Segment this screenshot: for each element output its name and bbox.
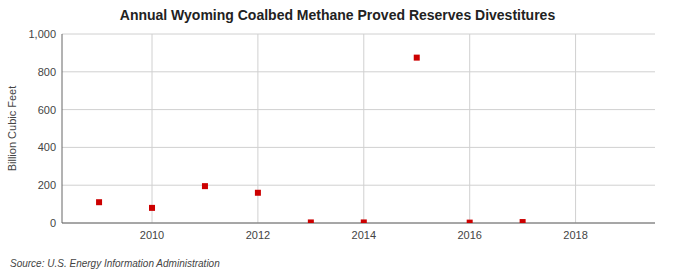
y-axis-line <box>62 34 63 223</box>
point <box>255 190 261 196</box>
y-tick-label: 800 <box>38 66 56 78</box>
grid-line <box>62 223 655 224</box>
source-note: Source: U.S. Energy Information Administ… <box>10 258 220 269</box>
grid-line <box>152 34 153 223</box>
x-axis-line <box>62 223 655 224</box>
grid-line <box>62 34 655 35</box>
point <box>96 199 102 205</box>
point <box>202 183 208 189</box>
grid <box>62 34 655 223</box>
x-tick-label: 2016 <box>457 229 481 241</box>
x-tick-label: 2018 <box>563 229 587 241</box>
point <box>520 219 526 223</box>
grid-line <box>469 34 470 223</box>
point <box>308 219 314 223</box>
grid-line <box>575 34 576 223</box>
y-tick-label: 400 <box>38 141 56 153</box>
x-tick-label: 2010 <box>140 229 164 241</box>
axes: 0 200 400 600 800 1,000 2010 2012 2014 2016 2018 <box>28 28 655 241</box>
y-axis-label: Billion Cubic Feet <box>6 86 18 172</box>
points <box>96 55 526 223</box>
point <box>149 205 155 211</box>
y-tick-label: 0 <box>50 217 56 229</box>
point <box>361 219 367 223</box>
point <box>467 220 473 223</box>
grid-line <box>62 109 655 110</box>
grid-line <box>62 185 655 186</box>
grid-line <box>363 34 364 223</box>
point <box>414 55 420 61</box>
y-tick-label: 1,000 <box>28 28 56 40</box>
chart: Annual Wyoming Coalbed Methane Proved Re… <box>0 0 675 275</box>
y-tick-label: 600 <box>38 104 56 116</box>
grid-line <box>62 71 655 72</box>
grid-line <box>62 147 655 148</box>
x-tick-label: 2012 <box>246 229 270 241</box>
chart-container: Annual Wyoming Coalbed Methane Proved Re… <box>0 0 675 275</box>
y-tick-label: 200 <box>38 179 56 191</box>
x-tick-label: 2014 <box>352 229 376 241</box>
title: Annual Wyoming Coalbed Methane Proved Re… <box>120 7 556 23</box>
